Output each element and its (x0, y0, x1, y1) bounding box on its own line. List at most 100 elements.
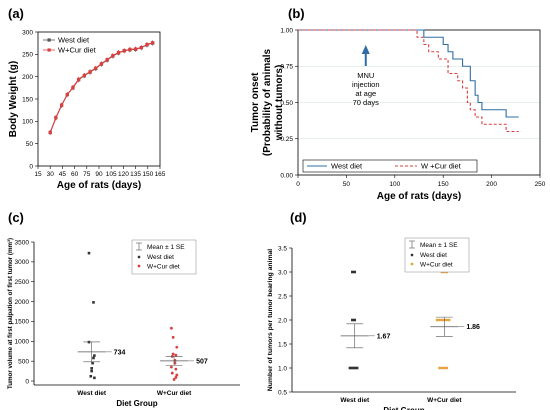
y-tick-label: 0.75 (280, 64, 293, 71)
category-label: West diet (340, 397, 370, 404)
data-point (91, 361, 94, 365)
mnu-arrow-head (361, 45, 370, 54)
category-label: W+Cur diet (157, 390, 192, 397)
data-point (89, 374, 93, 378)
y-tick-label: 3.0 (278, 269, 287, 276)
series-line (49, 42, 153, 133)
x-tick-label: 200 (486, 181, 497, 188)
y-tick-label: 500 (18, 358, 29, 365)
panel-label: (c) (8, 210, 24, 225)
legend-label: West diet (331, 162, 363, 171)
y-tick-label: 1.5 (278, 341, 287, 348)
legend-label: W+Cur diet (58, 46, 97, 55)
x-tick-label: 120 (118, 171, 129, 178)
y-tick-label: 2.0 (278, 317, 287, 324)
data-point (134, 47, 138, 51)
data-point (355, 366, 359, 370)
legend-marker (47, 48, 51, 52)
data-point (435, 318, 439, 322)
y-tick-label: 300 (22, 29, 33, 36)
data-point (348, 366, 352, 370)
y-tick-label: 0 (29, 163, 33, 170)
y-tick-label: 2000 (15, 299, 30, 306)
legend-label: Mean ± 1 SE (420, 242, 458, 249)
data-point (351, 366, 354, 370)
panel-label: (b) (288, 6, 305, 21)
data-point (48, 130, 52, 135)
data-point (65, 92, 69, 97)
data-point (353, 318, 357, 322)
y-axis-label: (Probability of animals (262, 48, 273, 156)
survival-curve (298, 29, 519, 118)
data-point (105, 58, 109, 62)
data-point (175, 373, 179, 377)
y-tick-label: 3500 (15, 239, 30, 246)
y-tick-label: 200 (22, 74, 33, 81)
data-point (94, 66, 98, 70)
data-point (93, 354, 96, 357)
legend-marker (137, 264, 141, 268)
panel-label: (a) (8, 6, 24, 21)
data-point (88, 70, 92, 74)
data-point (445, 366, 449, 370)
y-tick-label: 250 (22, 52, 33, 59)
data-point (99, 62, 104, 66)
data-point (171, 352, 175, 356)
x-tick-label: 50 (343, 181, 351, 188)
data-point (169, 365, 173, 369)
data-point (90, 369, 93, 373)
data-point (145, 42, 149, 47)
panel-label: (d) (290, 210, 307, 225)
legend-label: West diet (420, 252, 447, 259)
x-tick-label: 45 (59, 171, 67, 178)
y-tick-label: 0.25 (280, 136, 293, 143)
panel-b: (b) 0 50 100 150 200 250 0.00 0.25 0.50 0.75 1.00 Ag… (250, 6, 546, 202)
y-axis-label: without tumors) (274, 65, 285, 142)
mean-label: 1.67 (377, 333, 391, 340)
y-tick-label: 1000 (15, 339, 30, 346)
data-point (128, 47, 132, 52)
y-tick-label: 1.0 (278, 365, 287, 372)
x-tick-label: 100 (389, 181, 400, 188)
data-point (116, 50, 121, 55)
data-point (90, 367, 93, 370)
y-tick-label: 3.5 (278, 245, 287, 252)
y-tick-label: 50 (26, 141, 34, 148)
series-line (49, 42, 153, 133)
y-tick-label: 100 (22, 119, 33, 126)
data-point (111, 54, 115, 58)
x-tick-label: 150 (142, 171, 153, 178)
y-axis-label: Tumor onset (250, 72, 261, 132)
data-point (174, 353, 178, 357)
legend-marker (410, 262, 414, 266)
annotation-text: 70 days (353, 98, 380, 107)
y-tick-label: 2500 (15, 279, 30, 286)
data-point (445, 318, 449, 322)
y-axis-label: Tumor volume at first palpation of first… (7, 238, 14, 389)
x-tick-label: 105 (106, 171, 117, 178)
data-point (440, 318, 444, 322)
annotation-text: injection (352, 80, 380, 89)
y-tick-label: 1.00 (280, 27, 293, 34)
y-tick-label: 0.00 (280, 172, 293, 179)
data-point (54, 116, 58, 120)
data-point (151, 41, 155, 45)
panel-d: (d) 0.5 1.0 1.5 2.0 2.5 3.0 3.5 West diet W+Cur d… (267, 210, 516, 410)
y-tick-label: 0.50 (280, 100, 293, 107)
data-point (172, 378, 176, 381)
legend-label: W+Cur diet (147, 264, 180, 271)
panel-a: (a)15 30 45 60 75 90 105 120 135 150 1650501001502… (8, 6, 166, 191)
y-axis-label: Number of tumors per tumor bearing anima… (267, 249, 274, 391)
data-point (353, 366, 357, 370)
legend-box (302, 159, 478, 173)
mean-label: 507 (196, 358, 208, 365)
data-point (442, 366, 446, 370)
x-tick-label: 15 (34, 171, 42, 178)
legend-label: West diet (58, 36, 90, 45)
mean-label: 1.86 (466, 324, 480, 331)
legend-label: W +Cur diet (421, 162, 462, 171)
data-point (139, 46, 143, 50)
x-axis-label: Diet Group (383, 406, 424, 410)
data-point (170, 371, 174, 375)
